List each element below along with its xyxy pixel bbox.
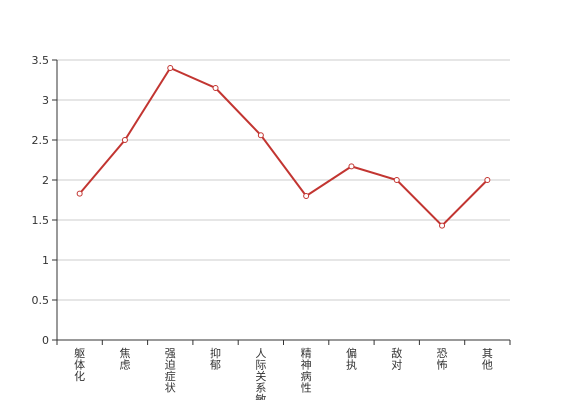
point xyxy=(393,177,400,183)
x-tick-label: 恐怖 xyxy=(437,347,448,372)
x-tick-label: 强迫症状 xyxy=(165,347,176,395)
y-tick-label: 1.5 xyxy=(32,214,50,227)
y-tick-label: 0 xyxy=(42,334,49,347)
y-tick-label: 2 xyxy=(42,174,49,187)
x-tick-label: 偏执 xyxy=(346,346,357,372)
point xyxy=(439,222,446,229)
y-tick-label: 2.5 xyxy=(32,134,50,147)
x-tick-label: 精神病性 xyxy=(301,347,312,395)
y-tick-label: 0.5 xyxy=(32,294,50,307)
point xyxy=(348,163,355,170)
x-tick-label: 躯体化 xyxy=(74,347,85,383)
line xyxy=(78,66,489,228)
point xyxy=(167,65,174,71)
point xyxy=(484,177,491,183)
point xyxy=(76,190,83,197)
x-tick-label: 其他 xyxy=(482,347,493,372)
x-tick-label: 人际关系敏感 xyxy=(255,347,266,400)
y-tick-label: 1 xyxy=(42,254,49,267)
x-tick-label: 焦虑 xyxy=(119,347,130,372)
y-tick-label: 3.5 xyxy=(32,54,50,67)
x-tick-label: 抑郁 xyxy=(210,346,221,372)
point xyxy=(121,137,128,143)
y-tick-label: 3 xyxy=(42,94,49,107)
point xyxy=(257,132,264,139)
point xyxy=(303,193,310,199)
point xyxy=(212,85,219,91)
x-tick-label: 敌对 xyxy=(391,346,402,372)
